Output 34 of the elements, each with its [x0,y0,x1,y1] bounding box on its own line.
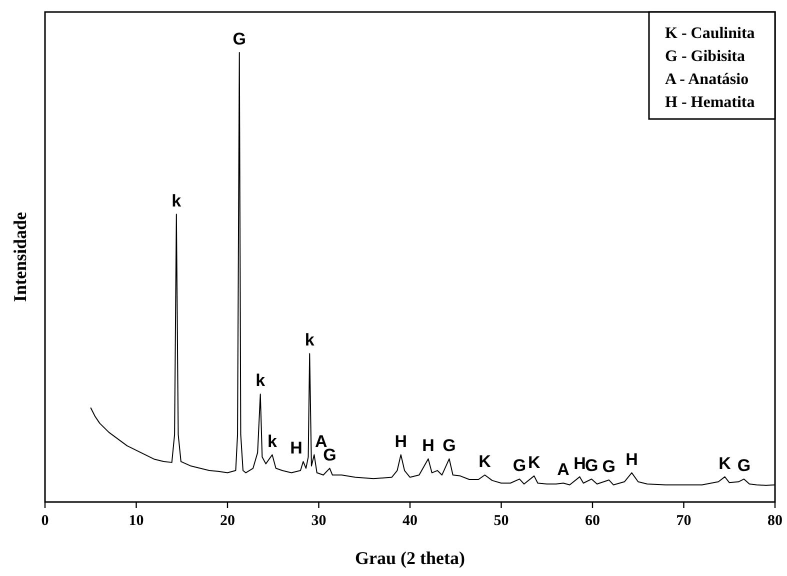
annotation: H [626,450,638,469]
annotation: A - Anatásio [665,71,749,88]
annotation: G [602,456,616,476]
x-tick-label: 40 [402,513,418,529]
annotation: H [574,454,586,473]
annotation: K [528,452,541,472]
annotation: G [737,456,751,476]
annotation: G - Gibisita [665,48,746,65]
annotation: G [232,29,246,48]
annotation: K [478,452,492,472]
annotation: k [267,432,278,451]
annotation: K [718,454,732,473]
x-tick-label: 20 [220,513,235,529]
annotation: k [256,371,266,390]
annotation: G [442,436,456,455]
annotation: G [512,456,526,476]
x-tick-label: 80 [768,513,782,529]
y-axis-title: Intensidade [10,212,30,302]
x-axis-title: Grau (2 theta) [355,548,465,568]
annotation: H [290,438,302,458]
annotation: A [557,460,570,480]
annotation: H - Hematita [665,94,755,111]
annotation: G [584,456,598,476]
x-tick-label: 30 [311,513,326,529]
x-tick-label: 70 [676,513,692,529]
annotation: k [304,330,315,350]
x-tick-label: 60 [585,513,600,529]
x-tick-label: 50 [494,513,509,529]
x-tick-label: 10 [128,513,144,529]
annotation: k [172,191,182,210]
text: K - Caulinita [665,25,755,42]
annotation: H [394,432,408,451]
x-tick-label: 0 [41,513,49,529]
annotation: H [422,436,434,455]
